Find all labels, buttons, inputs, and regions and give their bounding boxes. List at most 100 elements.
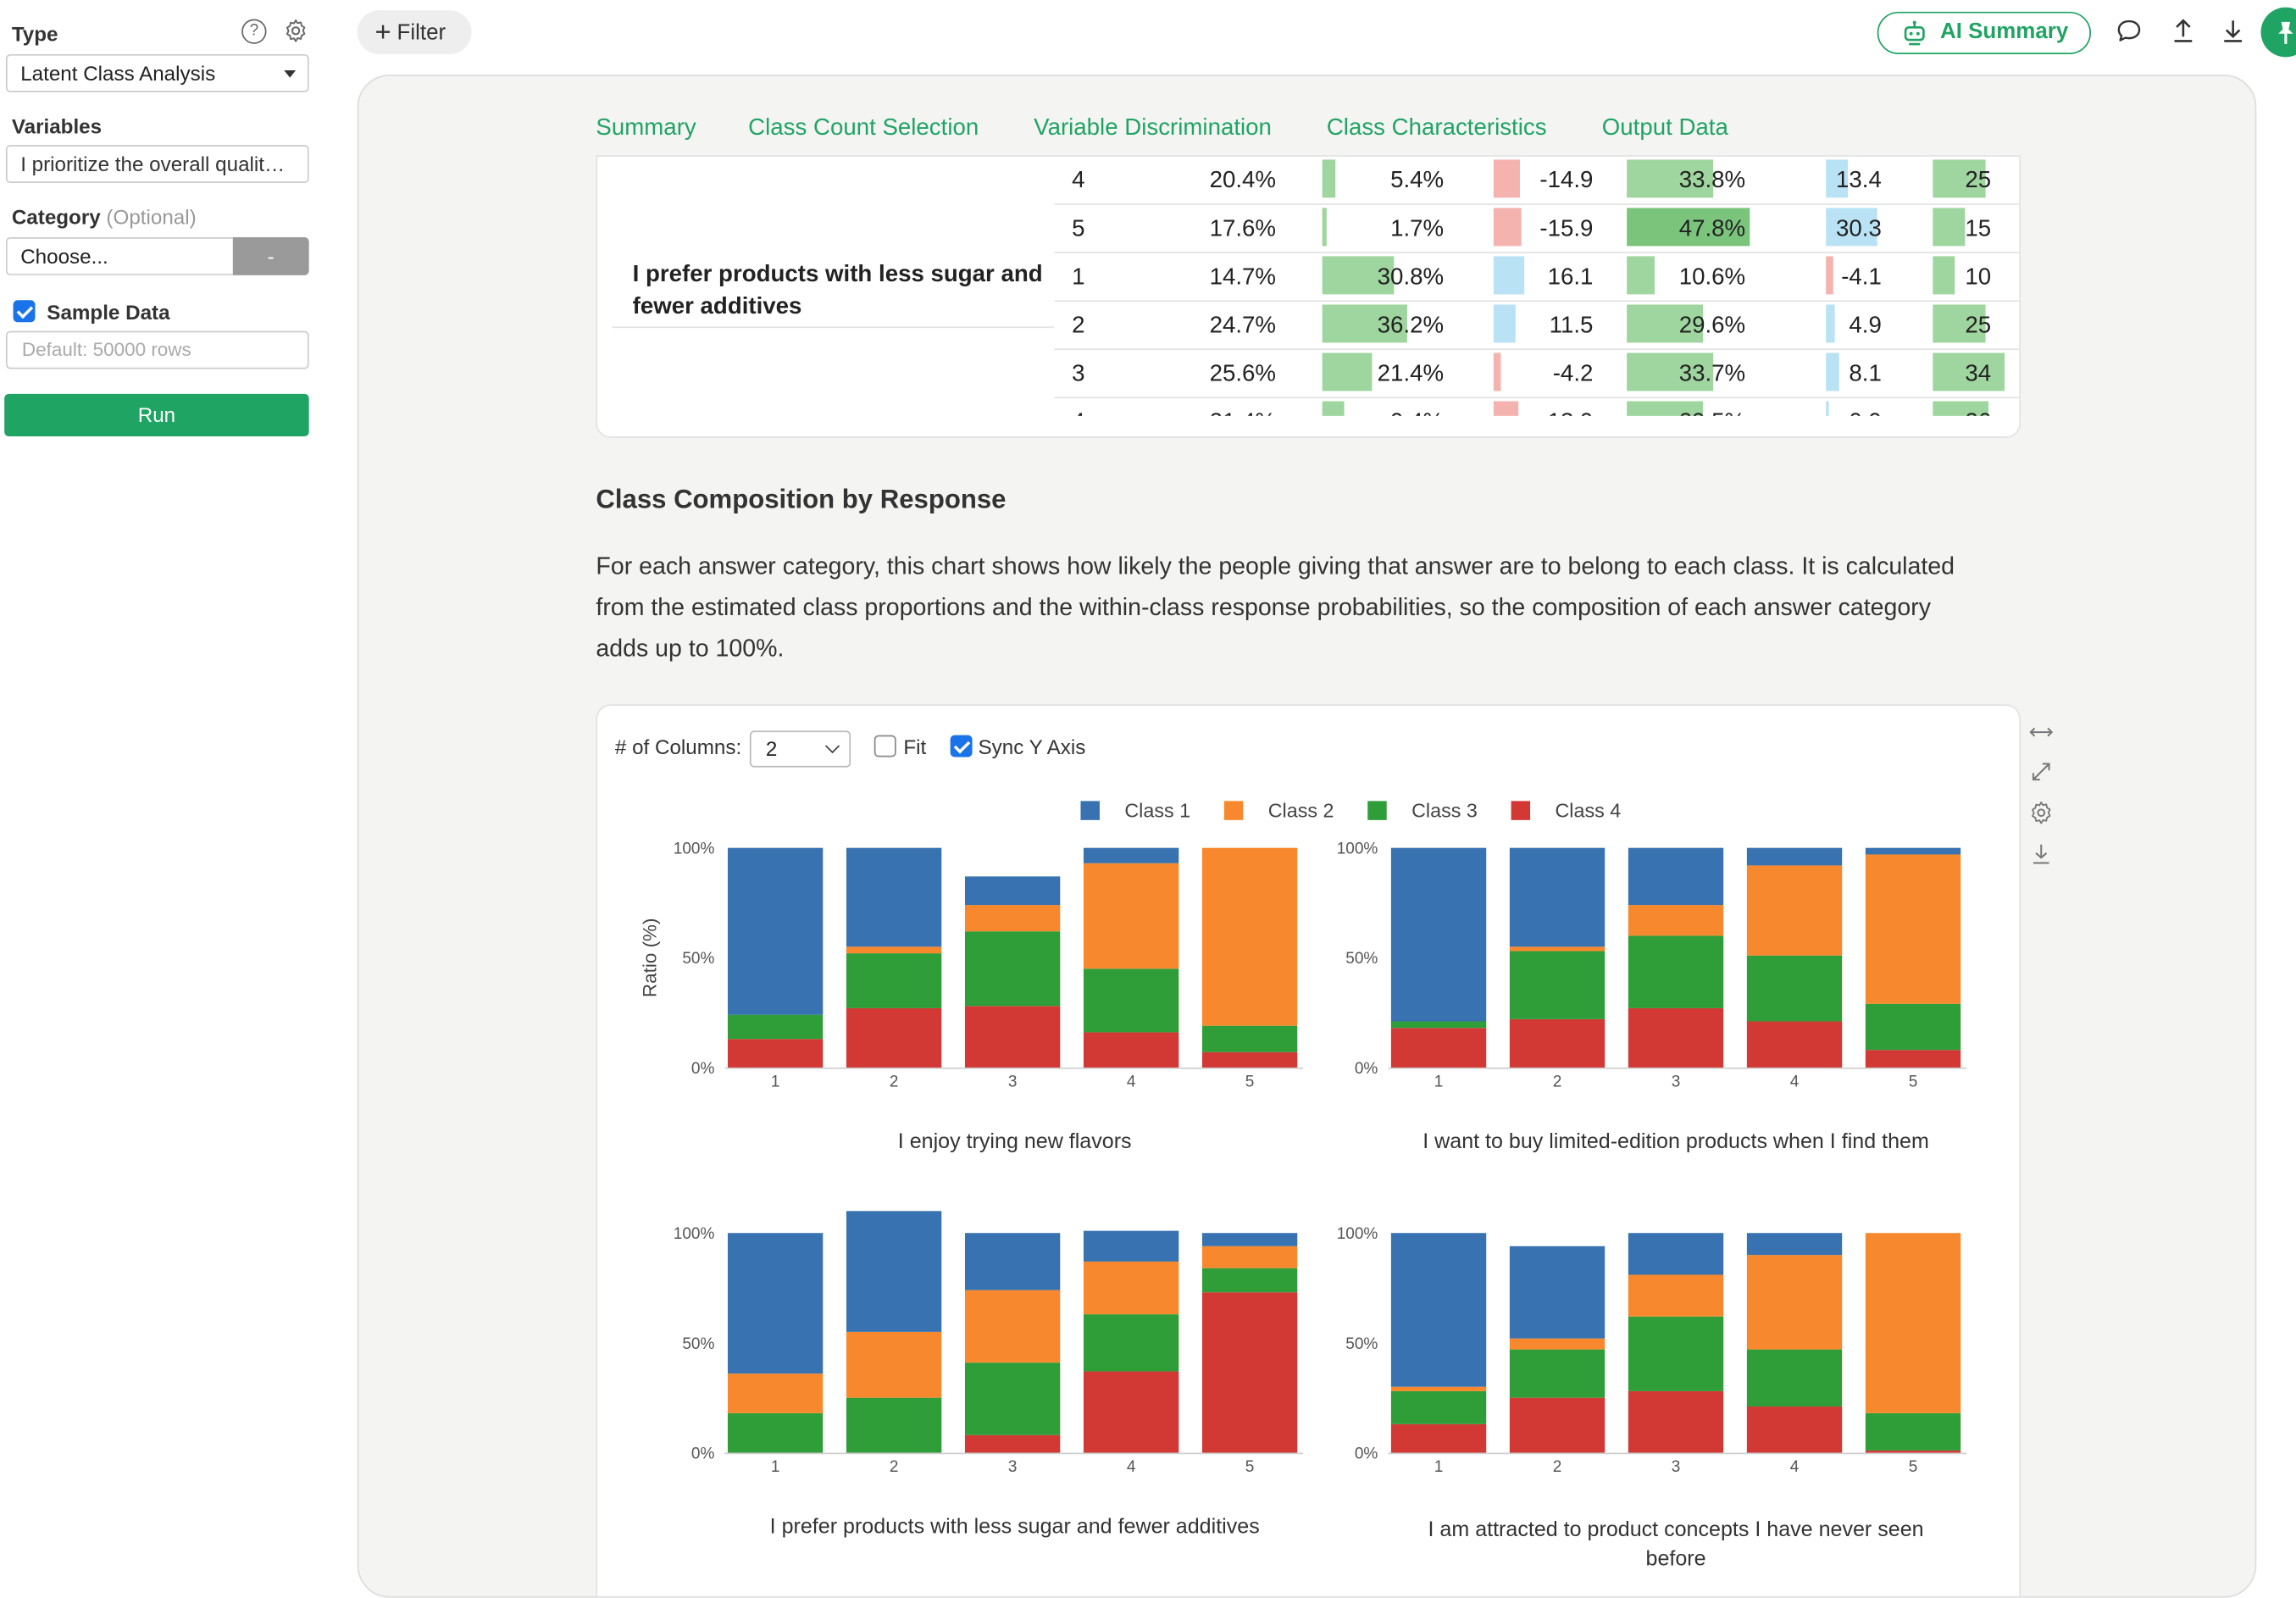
tab-summary[interactable]: Summary (596, 115, 696, 141)
bar-segment (1083, 863, 1179, 969)
deviation-bar (1493, 159, 1520, 198)
run-button[interactable]: Run (4, 393, 309, 437)
chart-settings-icon[interactable] (2028, 800, 2055, 826)
bar-segment (964, 876, 1061, 906)
variables-label: Variables (11, 114, 103, 138)
class3-cell: 33.7% (1678, 361, 1746, 387)
bar-segment (1865, 1003, 1961, 1051)
category-clear-button[interactable]: - (232, 236, 309, 275)
legend-swatch (1080, 801, 1100, 820)
category-cell: 4 (1072, 168, 1085, 194)
x-tick-label: 4 (1127, 1458, 1136, 1476)
x-tick-label: 2 (1553, 1073, 1562, 1090)
percent-bar (1933, 159, 1987, 198)
percent-bar (1627, 159, 1714, 198)
legend-item-class-4[interactable]: Class 4 (1511, 799, 1622, 822)
tab-class-characteristics[interactable]: Class Characteristics (1326, 115, 1547, 141)
class2-score-cell: -4.2 (1552, 361, 1594, 387)
plus-icon: + (374, 17, 391, 49)
deviation-bar (1826, 159, 1849, 198)
bar-segment (1628, 905, 1724, 936)
bar-segment (1201, 1025, 1298, 1052)
tab-variable-discrimination[interactable]: Variable Discrimination (1034, 115, 1272, 141)
x-tick-label: 5 (1909, 1073, 1918, 1090)
panel-title: I enjoy trying new flavors (897, 1130, 1132, 1154)
x-tick-label: 4 (1790, 1458, 1800, 1476)
category-label: Category (Optional) (12, 205, 197, 229)
gear-icon[interactable] (283, 18, 309, 44)
y-axis-label: Ratio (%) (639, 918, 660, 998)
chart-download-icon[interactable] (2028, 841, 2055, 867)
class5-cell: 15 (1965, 216, 1992, 242)
bar-segment (846, 1211, 942, 1332)
columns-select[interactable]: 2 (749, 730, 851, 768)
fit-checkbox[interactable] (873, 735, 896, 757)
tab-class-count-selection[interactable]: Class Count Selection (748, 115, 979, 141)
legend-item-class-1[interactable]: Class 1 (1080, 800, 1190, 822)
bar-segment (1201, 1051, 1298, 1068)
variables-select[interactable]: I prioritize the overall qualit… (5, 145, 309, 184)
percent-bar (1322, 304, 1407, 343)
type-select[interactable]: Latent Class Analysis (5, 53, 309, 92)
help-circle-icon[interactable]: ? (241, 19, 267, 44)
filter-button[interactable]: + Filter (357, 10, 472, 54)
legend-item-class-3[interactable]: Class 3 (1367, 800, 1478, 822)
bar-segment (1390, 1028, 1487, 1068)
legend-swatch (1367, 801, 1387, 820)
table-scroll-edge (597, 415, 2020, 437)
bar-segment (1083, 1314, 1179, 1372)
legend-item-class-2[interactable]: Class 2 (1223, 799, 1334, 822)
class5-cell: 25 (1965, 168, 1992, 194)
percent-bar (1322, 208, 1327, 247)
proportion-cell: 20.4% (1209, 168, 1276, 194)
percent-bar (1933, 352, 2005, 391)
fullscreen-icon[interactable] (2028, 758, 2055, 785)
bar-segment (964, 1362, 1061, 1435)
bar-segment (1390, 1386, 1487, 1391)
table-row: 1 14.7% 30.8% 16.1 10.6% -4.1 10 (1054, 253, 2020, 302)
bar-segment (727, 1233, 824, 1374)
class4-score-cell: 4.9 (1849, 313, 1882, 339)
class4-score-cell: 30.3 (1836, 216, 1882, 242)
category-label-text: Category (11, 204, 101, 229)
bar-segment (727, 1039, 824, 1068)
horizontal-expand-icon[interactable] (2028, 719, 2055, 746)
comment-icon[interactable] (2115, 16, 2144, 46)
category-select[interactable]: Choose... (5, 236, 233, 275)
sync-y-axis-checkbox[interactable] (950, 735, 973, 757)
bar-segment (1628, 1390, 1724, 1453)
download-icon[interactable] (2218, 16, 2248, 46)
x-tick-label: 3 (1672, 1458, 1681, 1476)
left-sidebar: Type ? Latent Class Analysis Variables I… (0, 0, 323, 1586)
section-description: For each answer category, this chart sho… (596, 553, 1955, 663)
legend-label: Class 2 (1267, 799, 1334, 822)
legend-label: Class 4 (1555, 799, 1622, 822)
pin-button[interactable] (2260, 7, 2296, 58)
category-cell: 5 (1072, 216, 1085, 242)
y-tick-label: 50% (1345, 950, 1378, 968)
percent-bar (1322, 256, 1395, 295)
bar-segment (964, 931, 1061, 1007)
bar-segment (1509, 847, 1606, 947)
filter-label: Filter (397, 20, 446, 46)
bar-segment (846, 847, 942, 947)
bar-segment (1201, 847, 1298, 1026)
bar-segment (1201, 1246, 1298, 1268)
chart-legend: Class 1 Class 2 Class 3 Class 4 (597, 799, 2019, 830)
class5-cell: 34 (1965, 361, 1992, 387)
bar-segment (846, 946, 942, 954)
class4-score-cell: 8.1 (1849, 361, 1882, 387)
x-tick-label: 2 (1553, 1458, 1562, 1476)
class1-cell: 5.4% (1390, 168, 1445, 194)
ai-summary-button[interactable]: AI Summary (1877, 11, 2092, 54)
table-row: 5 17.6% 1.7% -15.9 47.8% 30.3 15 (1054, 205, 2020, 253)
deviation-bar (1493, 304, 1516, 343)
bar-segment (1628, 1007, 1724, 1068)
sample-rows-input[interactable]: Default: 50000 rows (5, 330, 309, 369)
bar-segment (727, 1373, 824, 1413)
sample-data-checkbox[interactable] (13, 300, 36, 323)
tab-output-data[interactable]: Output Data (1601, 115, 1728, 141)
y-tick-label: 50% (682, 950, 714, 968)
upload-icon[interactable] (2169, 16, 2199, 46)
percent-bar (1627, 352, 1714, 391)
